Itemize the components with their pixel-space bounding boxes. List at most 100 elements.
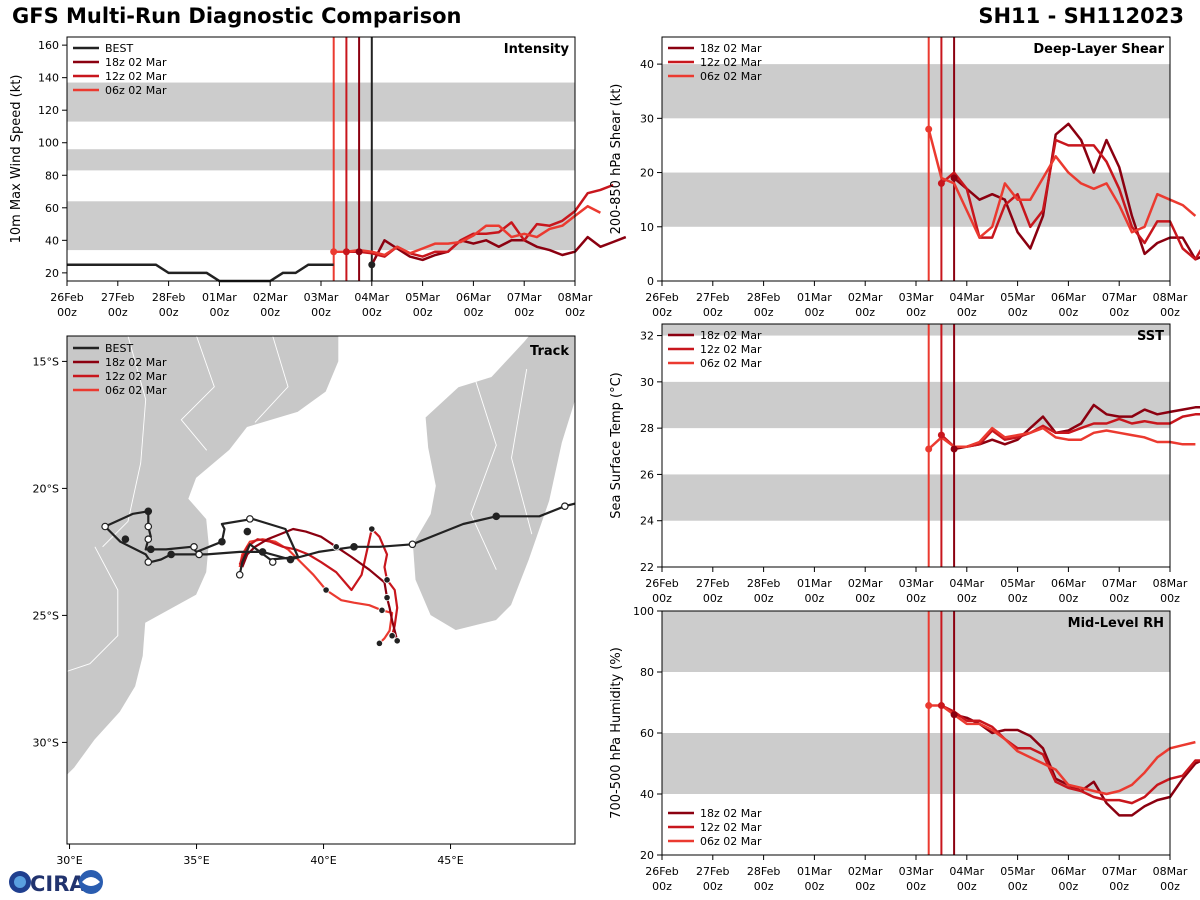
rh-xtick-date: 08Mar — [1153, 865, 1188, 878]
shear-ytick-label: 0 — [647, 275, 654, 288]
sst-xtick-hour: 00z — [906, 592, 926, 605]
track-best-marker — [350, 543, 358, 551]
sst-xtick-date: 07Mar — [1102, 577, 1137, 590]
rh-ylabel: 700-500 hPa Humidity (%) — [609, 647, 624, 819]
rh-frame — [661, 610, 1171, 856]
rh-xtick-hour: 00z — [855, 880, 875, 893]
shear-init-marker — [937, 179, 945, 187]
sst-title: SST — [1137, 329, 1164, 344]
intensity-xtick-hour: 00z — [210, 306, 230, 319]
track-best-marker — [101, 522, 109, 531]
intensity-xtick-hour: 00z — [413, 306, 433, 319]
track-best-marker — [121, 535, 130, 544]
rh-xtick-date: 06Mar — [1051, 865, 1086, 878]
intensity-xtick-hour: 00z — [311, 306, 331, 319]
track-best-marker — [268, 558, 277, 566]
rh-ytick-label: 100 — [633, 605, 654, 618]
track-run-line — [238, 527, 399, 636]
rh-xtick-date: 03Mar — [899, 865, 934, 878]
shear-ylabel: 200-850 hPa Shear (kt) — [609, 84, 624, 235]
rh-legend-label: 12z 02 Mar — [700, 821, 762, 834]
sst-xtick-hour: 00z — [1160, 592, 1180, 605]
rh-ytick-label: 40 — [640, 788, 654, 801]
track-run-marker — [378, 606, 386, 614]
rh-xtick-date: 01Mar — [797, 865, 832, 878]
intensity-ytick-label: 100 — [38, 137, 59, 150]
logo-text: CIRA — [30, 872, 86, 896]
sst-band — [662, 474, 1170, 521]
intensity-xtick-date: 04Mar — [354, 291, 389, 304]
intensity-legend-label: 18z 02 Mar — [105, 56, 167, 69]
rh-panel: 20 40 60 80 100 26Feb 00z 27Feb 00z 28Feb 00z 01Mar… — [609, 605, 1200, 893]
sst-xtick-date: 28Feb — [747, 577, 780, 590]
sst-xtick-hour: 00z — [703, 592, 723, 605]
shear-ytick-label: 20 — [640, 167, 654, 180]
track-best-marker — [144, 507, 153, 516]
shear-xtick-hour: 00z — [754, 306, 774, 319]
track-ytick-label: 20°S — [33, 482, 59, 495]
shear-xtick-date: 27Feb — [696, 291, 729, 304]
intensity-xtick-date: 01Mar — [202, 291, 237, 304]
sst-xtick-hour: 00z — [754, 592, 774, 605]
track-xtick-label: 45°E — [437, 854, 463, 867]
intensity-frame — [66, 36, 576, 282]
intensity-legend-label: BEST — [105, 42, 133, 55]
sst-run-line — [953, 403, 1200, 451]
track-ytick-label: 15°S — [33, 355, 59, 368]
shear-xtick-date: 06Mar — [1051, 291, 1086, 304]
shear-init-marker — [925, 125, 933, 133]
shear-xtick-hour: 00z — [652, 306, 672, 319]
shear-band — [662, 172, 1170, 227]
shear-xtick-hour: 00z — [855, 306, 875, 319]
track-legend-label: BEST — [105, 342, 133, 355]
rh-band — [662, 733, 1170, 794]
intensity-title: Intensity — [504, 42, 570, 57]
shear-xtick-date: 05Mar — [1000, 291, 1035, 304]
intensity-ytick-label: 40 — [45, 234, 59, 247]
shear-xtick-hour: 00z — [1160, 306, 1180, 319]
rh-init-marker — [925, 702, 933, 710]
rh-xtick-date: 26Feb — [645, 865, 678, 878]
track-run-marker — [388, 632, 396, 640]
page-title: GFS Multi-Run Diagnostic Comparison — [12, 4, 462, 28]
intensity-legend-label: 12z 02 Mar — [105, 70, 167, 83]
shear-run-line — [940, 138, 1200, 261]
intensity-xtick-hour: 00z — [362, 306, 382, 319]
track-panel: 30°E 35°E 40°E 45°E 15°S 20°S 25°S 30°S Track BES… — [33, 335, 576, 867]
sst-legend-label: 12z 02 Mar — [700, 343, 762, 356]
sst-xtick-hour: 00z — [957, 592, 977, 605]
track-best-marker — [190, 543, 198, 551]
sst-xtick-hour: 00z — [1008, 592, 1028, 605]
rh-ytick-label: 20 — [640, 849, 654, 862]
intensity-ytick-label: 20 — [45, 267, 59, 280]
intensity-xtick-date: 28Feb — [152, 291, 185, 304]
rh-xtick-date: 28Feb — [747, 865, 780, 878]
rh-band — [662, 611, 1170, 672]
cira-logo: CIRA — [6, 866, 106, 896]
intensity-xtick-date: 08Mar — [558, 291, 593, 304]
track-best-marker — [492, 512, 501, 521]
africa-land — [67, 336, 340, 777]
track-best-marker — [235, 570, 244, 579]
sst-ytick-label: 22 — [640, 561, 654, 574]
intensity-ytick-label: 120 — [38, 104, 59, 117]
rh-init-marker — [937, 702, 945, 710]
track-run-marker — [383, 576, 391, 584]
intensity-xtick-hour: 00z — [260, 306, 280, 319]
track-best-marker — [561, 502, 569, 510]
rh-xtick-date: 02Mar — [848, 865, 883, 878]
intensity-panel: 20 40 60 80 100 120 140 160 26Feb 00z 27Feb 00z 28Fe… — [9, 36, 627, 319]
rh-run-line — [940, 704, 1200, 805]
shear-ytick-label: 30 — [640, 112, 654, 125]
shear-xtick-hour: 00z — [703, 306, 723, 319]
sst-frame — [661, 323, 1171, 568]
intensity-init-marker — [355, 248, 363, 256]
rh-run-line — [928, 704, 1196, 796]
shear-panel: 0 10 20 30 40 26Feb 00z 27Feb 00z 28Feb 00z 01Mar 00… — [609, 36, 1200, 319]
intensity-ytick-label: 160 — [38, 39, 59, 52]
border-line — [67, 546, 119, 672]
rh-init-marker — [950, 711, 958, 719]
sst-xtick-date: 04Mar — [949, 577, 984, 590]
intensity-legend-label: 06z 02 Mar — [105, 84, 167, 97]
track-run-marker — [393, 637, 401, 645]
